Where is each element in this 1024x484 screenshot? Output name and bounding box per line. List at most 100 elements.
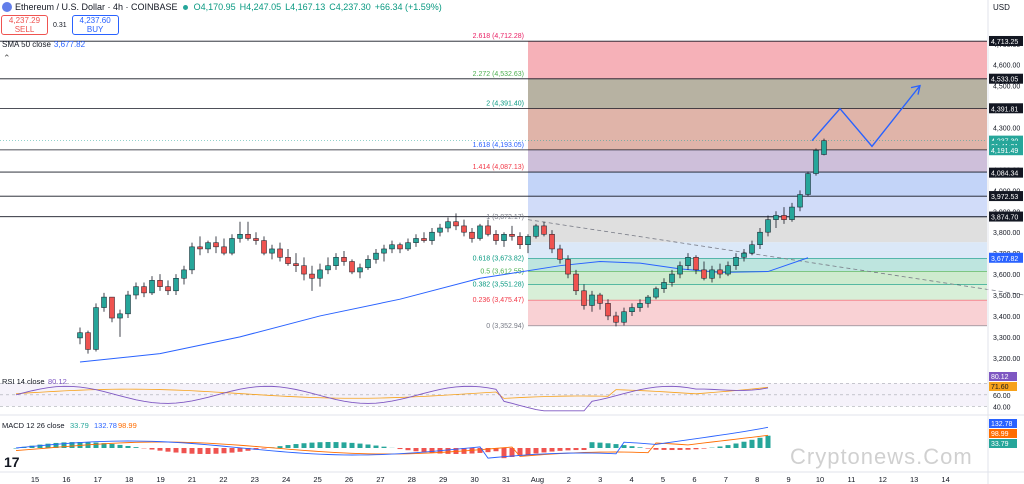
fib-zone xyxy=(528,149,987,173)
time-axis: 15 16 17 18 19 21 22 23 24 25 26 27 28 29 30 31 Aug 2 3 4 5 6… xyxy=(0,471,1024,484)
candle-body xyxy=(173,278,179,292)
macd-hist-bar xyxy=(733,443,739,448)
candle-body xyxy=(509,234,515,237)
candle-body xyxy=(821,140,827,155)
macd-hist-bar xyxy=(165,448,171,452)
price-tick: 4,300.00 xyxy=(993,126,1020,133)
rsi-value: 80.12 xyxy=(48,377,67,386)
macd-hist-bar xyxy=(157,448,163,451)
time-tick: 13 xyxy=(910,475,918,484)
candle-body xyxy=(661,282,667,289)
price-label: 3,972.53 xyxy=(991,194,1018,201)
ethereum-logo-icon xyxy=(2,2,12,12)
candle-body xyxy=(373,252,379,260)
rsi-ma-box xyxy=(989,382,1017,391)
fib-zone xyxy=(528,108,987,150)
time-tick: 12 xyxy=(879,475,887,484)
projection-path xyxy=(811,84,921,148)
candle-body xyxy=(469,231,475,239)
candle-body xyxy=(349,261,355,273)
macd-hist-bar xyxy=(181,448,187,454)
macd-hist-bar xyxy=(109,443,115,448)
fib-lines xyxy=(0,40,987,327)
fib-zone xyxy=(528,78,987,109)
price-tick: 4,600.00 xyxy=(993,63,1020,70)
fib-ret-label: 0 (3,352.94) xyxy=(486,323,524,330)
macd-value: 33.79 xyxy=(70,421,89,430)
candle-body xyxy=(573,273,579,292)
rsi-axis-value: 80.12 xyxy=(991,374,1009,381)
macd-hist-bar xyxy=(205,448,211,454)
macd-hist-bar xyxy=(469,448,475,454)
macd-hist-bar xyxy=(573,448,579,451)
macd-hist-bar xyxy=(581,448,587,451)
macd-pane: MACD 12 26 close 33.79 132.78 98.99 132.7898… xyxy=(2,419,1017,459)
fib-ret-label: 0.618 (3,673.82) xyxy=(473,256,524,263)
fib-zone xyxy=(528,271,987,285)
macd-line xyxy=(15,426,769,459)
candle-body xyxy=(765,219,771,233)
candle-body xyxy=(205,242,211,250)
time-tick: 31 xyxy=(502,475,510,484)
candle-body xyxy=(621,311,627,323)
time-tick: 11 xyxy=(848,475,856,484)
macd-hist-bar xyxy=(349,442,355,448)
projection-arrowhead xyxy=(910,84,921,95)
candle-body xyxy=(517,236,523,245)
candle-body xyxy=(413,238,419,243)
macd-hist-bar xyxy=(293,444,299,448)
collapse-legend-icon[interactable]: ⌃ xyxy=(3,53,11,63)
price-label-box xyxy=(989,145,1023,156)
macd-hist-bar xyxy=(197,448,203,454)
buy-button[interactable]: 4,237.60 BUY xyxy=(71,15,119,35)
rsi-label: RSI 14 close xyxy=(2,377,45,386)
candle-body xyxy=(669,273,675,283)
macd-value-box xyxy=(989,419,1017,428)
candle-body xyxy=(149,280,155,294)
symbol-title[interactable]: Ethereum / U.S. Dollar · 4h · COINBASE xyxy=(15,2,178,12)
time-tick: 18 xyxy=(125,475,133,484)
candle-body xyxy=(645,296,651,304)
candle-body xyxy=(253,238,259,241)
fib-ret-label: 0.382 (3,551.28) xyxy=(473,281,524,288)
macd-hist-bar xyxy=(509,448,515,457)
time-tick: 10 xyxy=(816,475,824,484)
fib-ret-label: 0.5 (3,612.55) xyxy=(480,268,524,275)
macd-axis-value: 33.79 xyxy=(991,441,1009,448)
candle-body xyxy=(749,244,755,254)
macd-hist-bar xyxy=(325,442,331,448)
macd-hist-bar xyxy=(61,442,67,448)
price-label: 4,191.49 xyxy=(991,148,1018,155)
candle-body xyxy=(261,240,267,254)
macd-value: 132.78 xyxy=(94,421,117,430)
fib-zone xyxy=(528,172,987,197)
tradingview-logo-icon[interactable]: 17 xyxy=(4,454,20,470)
macd-hist-bar xyxy=(229,448,235,453)
currency-label: USD xyxy=(993,3,1010,12)
candle-body xyxy=(557,248,563,260)
macd-hist-bar xyxy=(13,448,19,449)
macd-hist-bar xyxy=(237,448,243,452)
macd-hist-bar xyxy=(341,442,347,448)
sma-legend[interactable]: SMA 50 close 3,677.82 xyxy=(2,40,85,49)
time-tick: 7 xyxy=(724,475,728,484)
candle-body xyxy=(293,263,299,266)
candle-body xyxy=(453,221,459,227)
candle-body xyxy=(197,246,203,250)
rsi-ma-line xyxy=(15,386,769,399)
macd-hist-bar xyxy=(357,443,363,448)
macd-label: MACD 12 26 close xyxy=(2,421,65,430)
sell-label: SELL xyxy=(14,25,35,34)
buy-label: BUY xyxy=(86,25,104,34)
time-tick: 14 xyxy=(941,475,949,484)
time-tick: 25 xyxy=(313,475,321,484)
time-tick: 27 xyxy=(376,475,384,484)
candle-body xyxy=(709,269,715,279)
macd-hist-bar xyxy=(693,448,699,450)
candle-body xyxy=(381,248,387,254)
candle-body xyxy=(613,315,619,323)
macd-hist-bar xyxy=(53,442,59,448)
sell-button[interactable]: 4,237.29 SELL xyxy=(1,15,48,35)
spread-value: 0.31 xyxy=(53,21,67,29)
